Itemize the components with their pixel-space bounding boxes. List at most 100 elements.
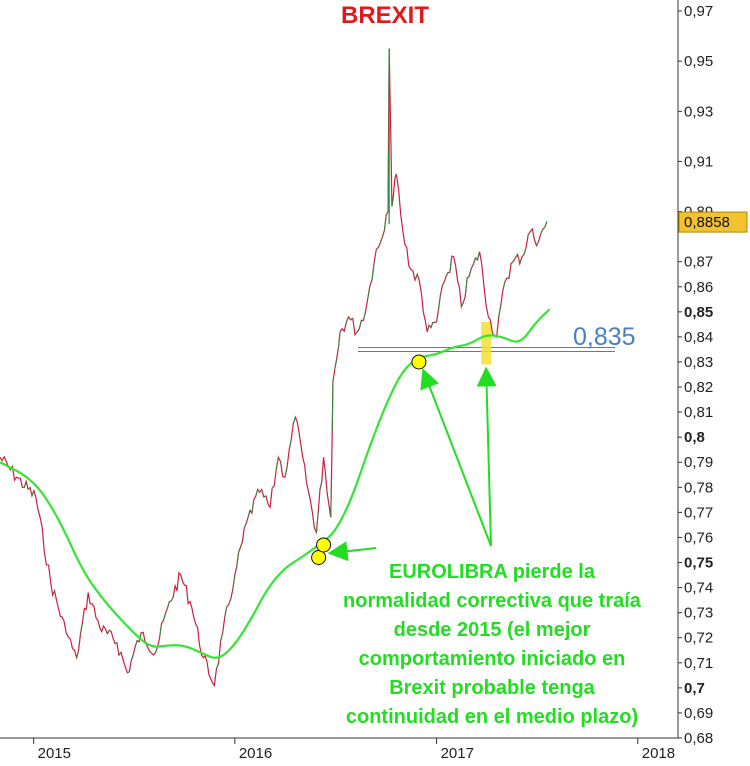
price-up-segment [544, 221, 548, 228]
price-up-segment [498, 305, 502, 318]
arrow-layer [327, 366, 497, 562]
price-up-segment [354, 331, 358, 336]
price-up-segment [476, 251, 481, 261]
y-tick-label: 0,91 [684, 153, 713, 170]
y-tick-label: 0,87 [684, 254, 713, 271]
y-axis: 0,970,950,930,910,890,870,860,850,840,83… [678, 3, 748, 747]
last-price-label: 0,8858 [684, 214, 730, 231]
price-up-segment [426, 325, 430, 333]
price-up-segment [445, 272, 449, 277]
y-tick-label: 0,74 [684, 580, 713, 597]
price-up-segment [330, 478, 332, 518]
annotation-arrow [327, 541, 377, 562]
price-up-segment [536, 241, 539, 246]
marker-layer [311, 354, 427, 566]
price-up-segment [460, 302, 464, 308]
price-up-segment [130, 654, 134, 661]
y-tick-label: 0,72 [684, 630, 713, 647]
support-level-layer [358, 321, 615, 365]
x-tick-label: 2018 [642, 745, 675, 762]
y-tick-label: 0,77 [684, 504, 713, 521]
price-up-segment [292, 416, 296, 424]
price-up-segment [345, 316, 349, 323]
price-up-segment [394, 173, 397, 179]
y-tick-label: 0,68 [684, 730, 713, 747]
price-up-segment [434, 321, 437, 323]
moving-average-layer [0, 308, 551, 659]
highlight-box [481, 321, 492, 365]
y-tick-label: 0,82 [684, 379, 713, 396]
price-up-segment [449, 256, 453, 273]
price-up-segment [240, 541, 243, 548]
price-series-layer [0, 48, 548, 687]
annotation-arrow [476, 366, 497, 547]
y-tick-label: 0,95 [684, 53, 713, 70]
y-tick-label: 0,86 [684, 279, 713, 296]
price-up-segment [31, 490, 35, 496]
price-up-segment [334, 359, 338, 370]
price-up-segment [472, 257, 476, 265]
price-up-segment [362, 311, 366, 321]
price-up-segment [106, 630, 110, 634]
price-up-segment [510, 261, 514, 264]
price-up-segment [441, 281, 445, 286]
y-tick-label: 0,83 [684, 354, 713, 371]
price-up-segment [540, 229, 544, 235]
chart-annotation: EUROLIBRA pierde la normalidad correctiv… [292, 558, 692, 732]
annotation-line: normalidad correctiva que traía [343, 590, 641, 612]
y-tick-label: 0,69 [684, 705, 713, 722]
price-up-segment [319, 481, 323, 490]
price-up-segment [376, 246, 379, 250]
price-up-segment [216, 663, 220, 669]
price-up-segment [358, 320, 362, 330]
y-tick-label: 0,79 [684, 454, 713, 471]
annotation-line: comportamiento iniciado en [358, 648, 626, 670]
price-up-segment [236, 552, 240, 567]
price-up-segment [523, 246, 527, 255]
price-up-segment [170, 596, 174, 602]
price-up-segment [519, 256, 523, 264]
last-price-badge: 0,8858 [678, 211, 748, 233]
price-up-segment [464, 277, 468, 297]
y-tick-label: 0,93 [684, 103, 713, 120]
price-up-segment [127, 671, 130, 674]
marker-point [411, 354, 427, 370]
price-up-segment [284, 467, 288, 478]
y-tick-label: 0,73 [684, 605, 713, 622]
price-up-segment [255, 489, 259, 497]
price-up-segment [228, 598, 232, 605]
annotation-arrow [420, 368, 492, 547]
price-up-segment [337, 331, 341, 349]
price-up-segment [220, 632, 224, 642]
y-tick-label: 0,81 [684, 404, 713, 421]
price-up-segment [243, 523, 247, 528]
annotation-line: continuidad en el medio plazo) [345, 706, 639, 728]
price-up-segment [52, 590, 56, 596]
annotation-line: EUROLIBRA pierde la [389, 561, 595, 583]
y-tick-label: 0,97 [684, 3, 713, 20]
price-up-segment [271, 485, 275, 489]
y-tick-label: 0,75 [684, 555, 713, 572]
price-up-segment [232, 574, 236, 590]
y-tick-label: 0,84 [684, 329, 713, 346]
price-up-segment [383, 215, 387, 231]
price-up-segment [163, 613, 167, 621]
price-up-segment [27, 487, 31, 490]
x-tick-label: 2017 [441, 745, 474, 762]
moving-average-line [0, 308, 551, 659]
x-tick-label: 2016 [239, 745, 272, 762]
price-up-segment [288, 439, 292, 451]
price-up-segment [371, 261, 375, 280]
price-up-segment [527, 231, 531, 236]
price-up-segment [430, 322, 434, 328]
y-tick-label: 0,78 [684, 479, 713, 496]
marker-point [316, 537, 332, 553]
price-up-segment [331, 382, 334, 433]
price-up-segment [114, 642, 118, 645]
y-tick-label: 0,7 [684, 680, 705, 697]
y-tick-label: 0,85 [684, 304, 713, 321]
price-up-segment [514, 254, 519, 259]
price-up-segment [76, 650, 80, 658]
price-up-segment [391, 195, 394, 207]
